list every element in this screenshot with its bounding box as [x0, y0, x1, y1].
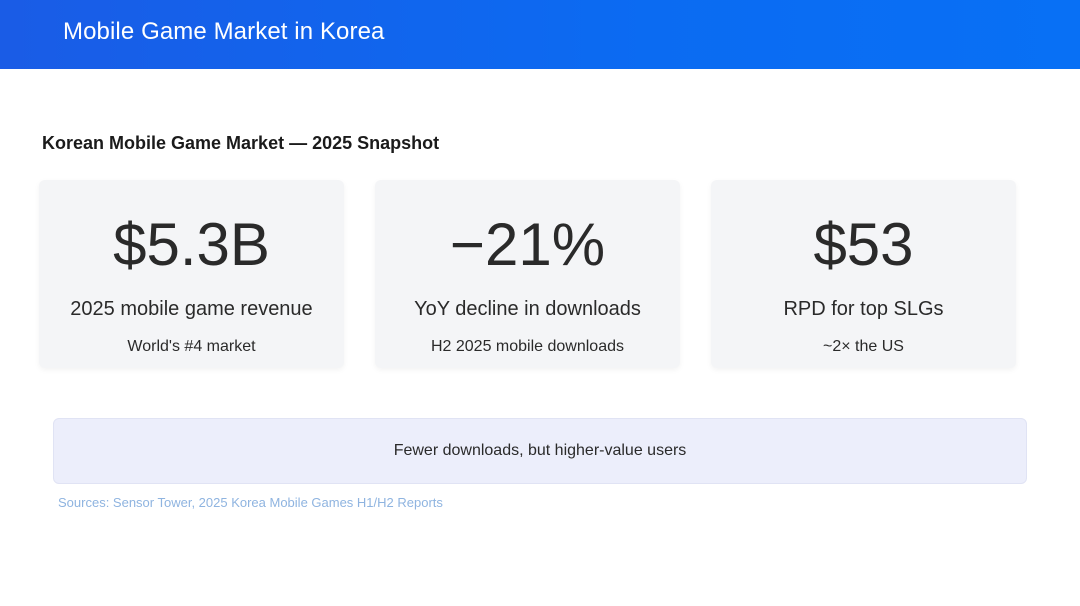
stat-sublabel: H2 2025 mobile downloads	[430, 338, 624, 355]
slide-title: Mobile Game Market in Korea	[63, 18, 385, 45]
callout-text: Fewer downloads, but higher-value users	[393, 442, 687, 459]
stat-value: −21%	[449, 211, 606, 278]
key-takeaway-callout: Fewer downloads, but higher-value users	[53, 418, 1027, 484]
stat-card-downloads: −21% YoY decline in downloads H2 2025 mo…	[375, 180, 680, 368]
stat-label: YoY decline in downloads	[414, 298, 641, 320]
stat-value: $5.3B	[113, 211, 270, 278]
stat-label: RPD for top SLGs	[783, 298, 944, 320]
stat-value: $53	[813, 211, 914, 278]
stat-card-rpd: $53 RPD for top SLGs ~2× the US	[711, 180, 1016, 368]
stat-sublabel: ~2× the US	[823, 338, 904, 355]
stat-card-revenue: $5.3B 2025 mobile game revenue World's #…	[39, 180, 344, 368]
stat-label: 2025 mobile game revenue	[70, 298, 313, 320]
stat-sublabel: World's #4 market	[127, 338, 256, 355]
section-title: Korean Mobile Game Market — 2025 Snapsho…	[42, 133, 440, 153]
header-bar: Mobile Game Market in Korea	[0, 0, 1080, 69]
sources-note: Sources: Sensor Tower, 2025 Korea Mobile…	[58, 495, 443, 510]
